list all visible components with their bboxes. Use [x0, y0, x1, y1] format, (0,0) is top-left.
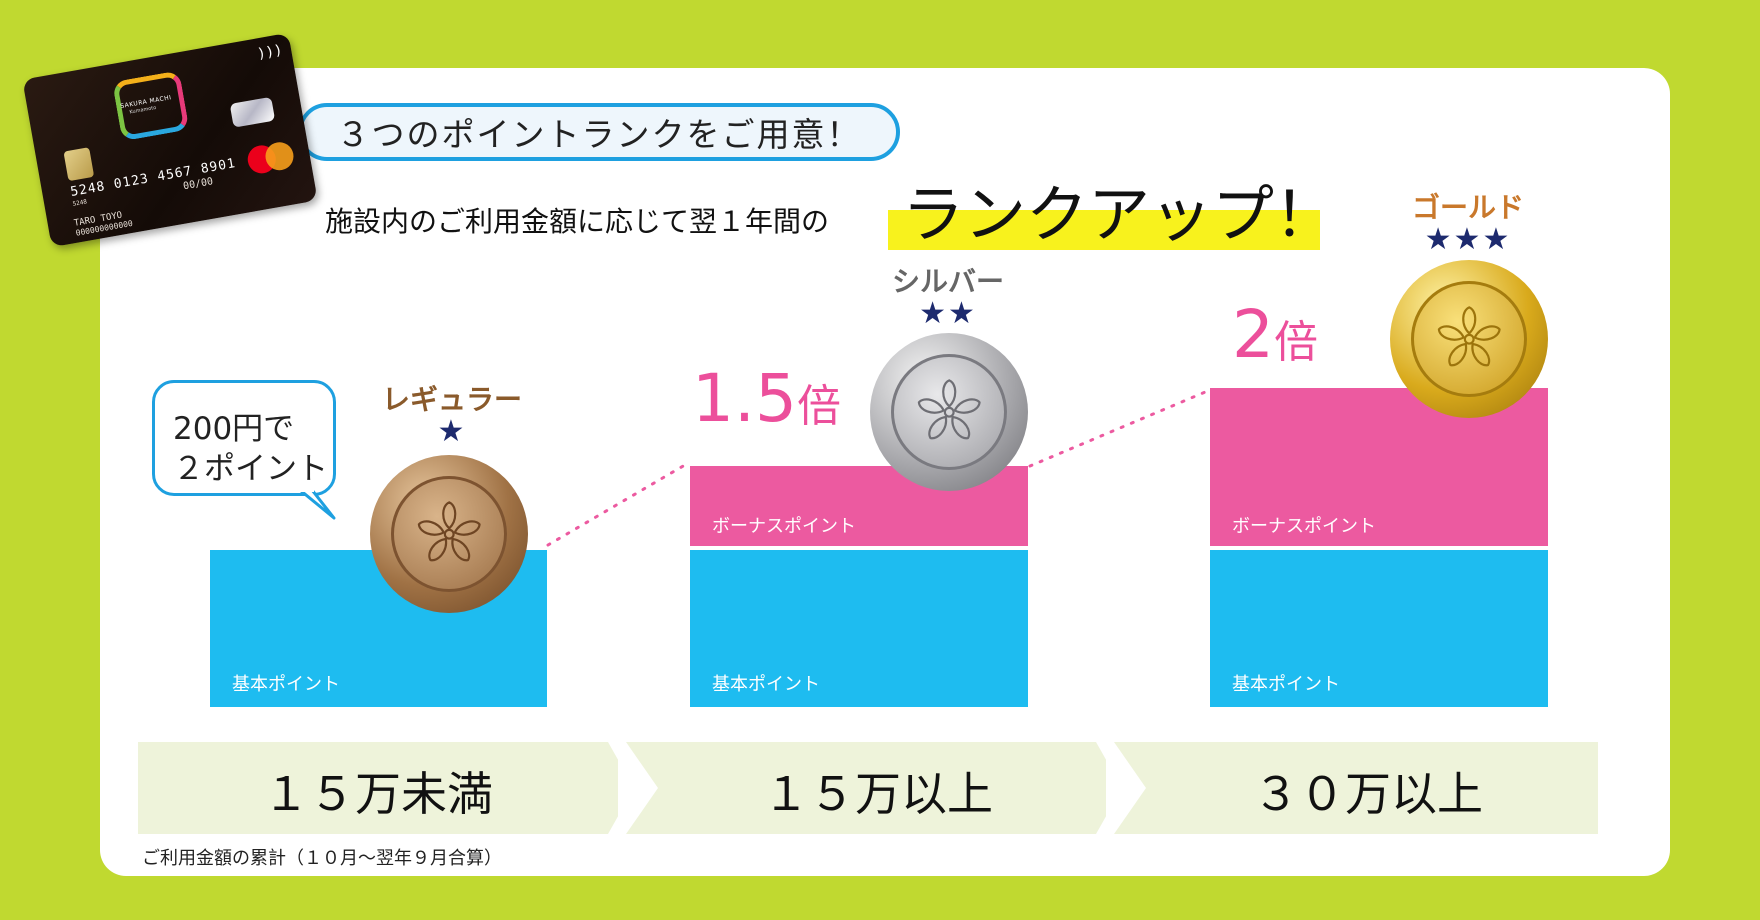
rank-name-silver: シルバー — [891, 265, 1004, 298]
multiplier-gold-value: 2 — [1232, 296, 1274, 373]
rank-stars-regular: ★ — [437, 414, 467, 449]
base-point-label: 基本ポイント — [712, 674, 820, 695]
bonus-point-label: ボーナスポイント — [1232, 516, 1376, 537]
threshold-seg-2 — [626, 742, 1106, 834]
headline-text: ３つのポイントランクをご用意！ — [336, 115, 862, 154]
multiplier-silver-suffix: 倍 — [796, 381, 841, 432]
rank-stars-silver: ★★ — [919, 296, 977, 331]
base-point-label: 基本ポイント — [232, 674, 340, 695]
mastercard-logo-icon — [245, 140, 298, 178]
sakura-flower-icon — [1437, 305, 1501, 367]
base-point-label: 基本ポイント — [1232, 674, 1340, 695]
bonus-point-label: ボーナスポイント — [712, 516, 856, 537]
bronze-coin-icon — [370, 455, 528, 613]
threshold-seg-1 — [138, 742, 618, 834]
sakura-flower-icon — [917, 378, 981, 440]
bubble-tail — [300, 490, 336, 520]
multiplier-silver: 1.5倍 — [692, 360, 841, 437]
headline-pill: ３つのポイントランクをご用意！ — [298, 103, 900, 161]
footnote: ご利用金額の累計（１０月～翌年９月合算） — [142, 848, 502, 869]
hologram-icon — [229, 96, 276, 128]
threshold-regular: １５万未満 — [263, 767, 493, 821]
rank-up-highlight: ランクアップ！ — [888, 170, 1336, 251]
rank-up-text: ランクアップ！ — [902, 178, 1337, 251]
gold-coin-icon — [1390, 260, 1548, 418]
rank-name-gold: ゴールド — [1411, 191, 1524, 224]
gold-base-bar: 基本ポイント — [1210, 550, 1548, 707]
rank-name-regular: レギュラー — [381, 383, 522, 416]
lead-text: 施設内のご利用金額に応じて翌１年間の — [325, 205, 830, 238]
chevron-right-icon — [608, 742, 644, 834]
bubble-line-1: 200円で — [173, 411, 295, 447]
silver-coin-icon — [870, 333, 1028, 491]
sakura-flower-icon — [417, 500, 481, 562]
points-rate-bubble: 200円で ２ポイント — [152, 380, 336, 496]
multiplier-silver-value: 1.5 — [692, 360, 797, 437]
chevron-right-icon — [1096, 742, 1132, 834]
threshold-silver: １５万以上 — [763, 767, 993, 821]
multiplier-gold: 2倍 — [1232, 296, 1318, 373]
bubble-line-2: ２ポイント — [173, 451, 328, 487]
chip-icon — [63, 147, 95, 182]
threshold-strip: １５万未満 １５万以上 ３０万以上 — [138, 742, 1598, 834]
threshold-seg-3 — [1114, 742, 1598, 834]
multiplier-gold-suffix: 倍 — [1274, 317, 1318, 368]
contactless-icon: ))) — [256, 42, 284, 63]
rank-stars-gold: ★★★ — [1424, 222, 1512, 257]
threshold-gold: ３０万以上 — [1253, 767, 1483, 821]
highlight-marker — [888, 210, 1320, 250]
card-small-number: 5248 — [72, 198, 88, 208]
silver-base-bar: 基本ポイント — [690, 550, 1028, 707]
